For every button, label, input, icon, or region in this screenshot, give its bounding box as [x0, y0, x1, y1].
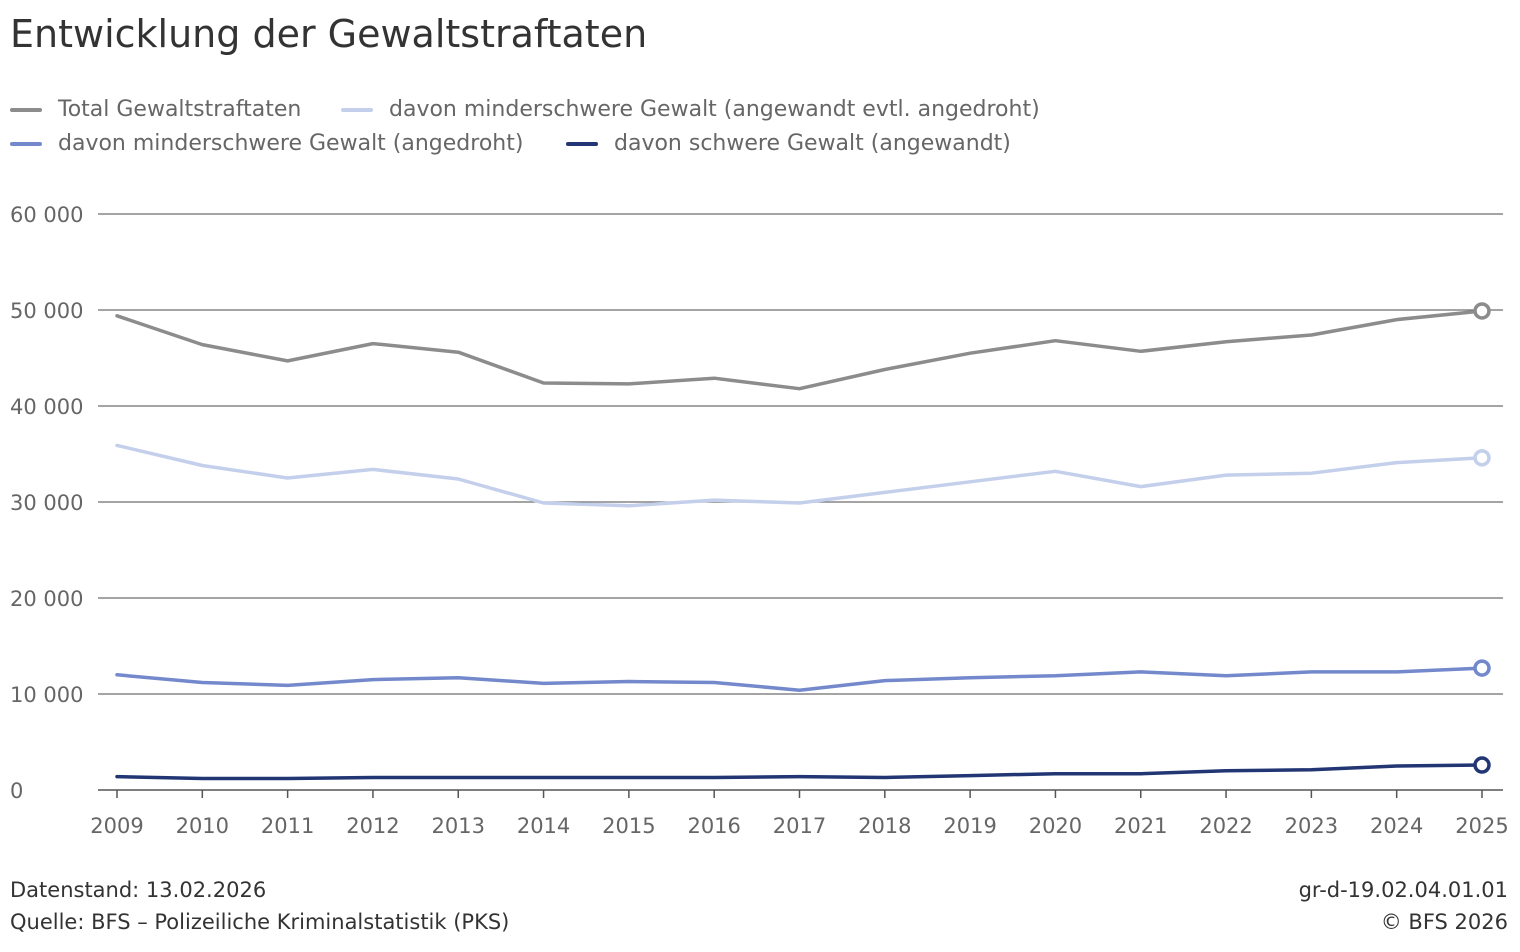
x-axis: 2009 2010 2011 2012 2013 2014 2015 2016 2017 2018…	[90, 790, 1509, 838]
legend-swatch-schwere-gewalt	[566, 141, 598, 146]
x-tick-label: 2020	[1029, 814, 1082, 838]
footer-copyright: © BFS 2026	[1380, 910, 1508, 934]
legend-swatch-total	[10, 107, 42, 112]
y-tick-label: 20 000	[10, 587, 83, 611]
series-end-marker-3[interactable]	[1473, 756, 1491, 774]
y-tick-label: 50 000	[10, 299, 83, 323]
legend-swatch-minderschwere-angedroht	[10, 141, 42, 146]
series-end-marker-1[interactable]	[1473, 449, 1491, 467]
x-tick-label: 2009	[90, 814, 143, 838]
legend-item-schwere-gewalt[interactable]: davon schwere Gewalt (angewandt)	[566, 131, 1011, 156]
x-tick-label: 2021	[1114, 814, 1167, 838]
grid-layer: 0 10 000 20 000 30 000 40 000 50 000 60 000	[10, 203, 1503, 803]
series-line-2[interactable]	[115, 666, 1484, 692]
x-tick-label: 2014	[517, 814, 570, 838]
series-layer	[115, 302, 1491, 781]
x-tick-label: 2025	[1455, 814, 1508, 838]
series-line-1[interactable]	[115, 443, 1484, 508]
x-tick-label: 2010	[176, 814, 229, 838]
y-tick-label: 10 000	[10, 683, 83, 707]
x-tick-label: 2023	[1285, 814, 1338, 838]
legend-label-minderschwere-angedroht: davon minderschwere Gewalt (angedroht)	[58, 131, 524, 156]
legend-item-minderschwere-angedroht[interactable]: davon minderschwere Gewalt (angedroht)	[10, 131, 523, 156]
footer-source: Quelle: BFS – Polizeiliche Kriminalstati…	[10, 910, 510, 934]
x-tick-label: 2024	[1370, 814, 1423, 838]
footer-code: gr-d-19.02.04.01.01	[1298, 878, 1508, 902]
x-tick-label: 2015	[602, 814, 655, 838]
x-tick-label: 2019	[943, 814, 996, 838]
series-end-marker-2[interactable]	[1473, 659, 1491, 677]
legend-label-total: Total Gewaltstraftaten	[58, 97, 302, 122]
legend-swatch-minderschwere-angewandt	[341, 107, 373, 112]
x-tick-label: 2022	[1199, 814, 1252, 838]
footer-date: Datenstand: 13.02.2026	[10, 878, 267, 902]
legend-item-minderschwere-angewandt[interactable]: davon minderschwere Gewalt (angewandt ev…	[341, 97, 1040, 122]
x-tick-label: 2012	[346, 814, 399, 838]
x-tick-label: 2017	[773, 814, 826, 838]
x-tick-label: 2018	[858, 814, 911, 838]
series-line-3[interactable]	[115, 763, 1484, 781]
series-line-0[interactable]	[115, 309, 1484, 391]
y-tick-label: 60 000	[10, 203, 83, 227]
legend-label-schwere-gewalt: davon schwere Gewalt (angewandt)	[614, 131, 1011, 156]
y-tick-label: 0	[10, 779, 23, 803]
chart-title: Entwicklung der Gewaltstraftaten	[10, 12, 648, 56]
series-end-marker-0[interactable]	[1473, 302, 1491, 320]
legend-item-total[interactable]: Total Gewaltstraftaten	[10, 97, 301, 122]
y-tick-label: 30 000	[10, 491, 83, 515]
y-tick-label: 40 000	[10, 395, 83, 419]
x-tick-label: 2013	[432, 814, 485, 838]
x-tick-label: 2011	[261, 814, 314, 838]
x-tick-label: 2016	[687, 814, 740, 838]
legend-label-minderschwere-angewandt: davon minderschwere Gewalt (angewandt ev…	[389, 97, 1040, 122]
